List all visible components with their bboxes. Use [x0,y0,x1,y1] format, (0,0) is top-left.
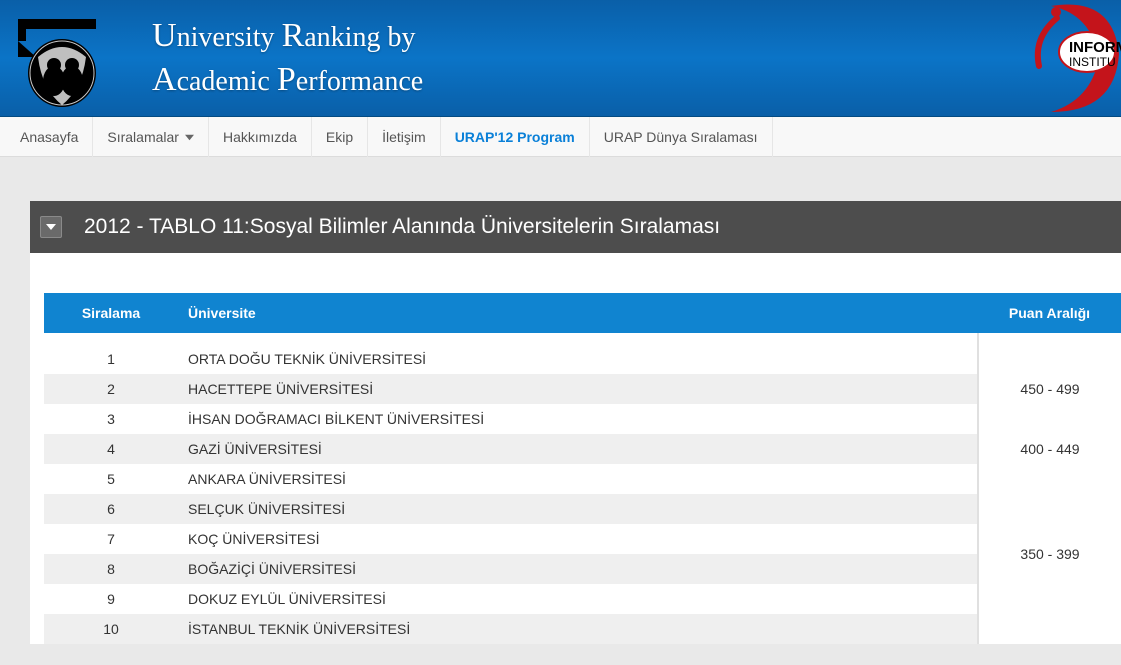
nav-item-label: İletişim [382,129,426,145]
nav-item-6[interactable]: URAP Dünya Sıralaması [590,117,773,157]
cell-rank: 5 [44,464,178,494]
cell-rank: 1 [44,333,178,374]
cell-rank: 6 [44,494,178,524]
cell-university: HACETTEPE ÜNİVERSİTESİ [178,374,978,404]
cell-university: ORTA DOĞU TEKNİK ÜNİVERSİTESİ [178,333,978,374]
cell-university: GAZİ ÜNİVERSİTESİ [178,434,978,464]
site-logo-icon [18,19,96,97]
nav-item-0[interactable]: Anasayfa [6,117,93,157]
cell-rank: 10 [44,614,178,644]
nav-item-5[interactable]: URAP'12 Program [441,117,590,157]
col-header-rank: Siralama [44,293,178,333]
cell-score-range: 350 - 399 [978,464,1121,644]
nav-item-3[interactable]: Ekip [312,117,368,157]
nav-item-label: URAP'12 Program [455,129,575,145]
ranking-table: Siralama Üniversite Puan Aralığı 1ORTA D… [44,293,1121,644]
panel-title-text: 2012 - TABLO 11:Sosyal Bilimler Alanında… [84,215,720,239]
cell-university: İHSAN DOĞRAMACI BİLKENT ÜNİVERSİTESİ [178,404,978,434]
nav-item-4[interactable]: İletişim [368,117,441,157]
table-row: 7KOÇ ÜNİVERSİTESİ [44,524,1121,554]
table-row: 3İHSAN DOĞRAMACI BİLKENT ÜNİVERSİTESİ [44,404,1121,434]
cell-university: DOKUZ EYLÜL ÜNİVERSİTESİ [178,584,978,614]
nav-item-label: Anasayfa [20,129,78,145]
chevron-down-icon [185,129,194,145]
table-row: 8BOĞAZİÇİ ÜNİVERSİTESİ [44,554,1121,584]
site-title: University Ranking by Academic Performan… [152,14,423,102]
col-header-range: Puan Aralığı [978,293,1121,333]
page-header: University Ranking by Academic Performan… [0,0,1121,117]
nav-item-1[interactable]: Sıralamalar [93,117,209,157]
inform-logo-icon: INFORM INSTITU [1021,0,1121,117]
col-header-university: Üniversite [178,293,978,333]
panel-header: 2012 - TABLO 11:Sosyal Bilimler Alanında… [30,201,1121,253]
panel-dropdown-button[interactable] [40,216,62,238]
main-nav: Anasayfa Sıralamalar Hakkımızda Ekip İletişi… [0,117,1121,157]
table-row: 5ANKARA ÜNİVERSİTESİ350 - 399 [44,464,1121,494]
cell-rank: 4 [44,434,178,464]
cell-university: İSTANBUL TEKNİK ÜNİVERSİTESİ [178,614,978,644]
nav-item-label: Sıralamalar [107,129,179,145]
table-row: 2HACETTEPE ÜNİVERSİTESİ [44,374,1121,404]
nav-item-label: Hakkımızda [223,129,297,145]
nav-item-2[interactable]: Hakkımızda [209,117,312,157]
table-row: 9DOKUZ EYLÜL ÜNİVERSİTESİ [44,584,1121,614]
cell-university: ANKARA ÜNİVERSİTESİ [178,464,978,494]
cell-rank: 8 [44,554,178,584]
chevron-down-icon [46,222,56,232]
cell-rank: 2 [44,374,178,404]
cell-rank: 9 [44,584,178,614]
table-row: 4GAZİ ÜNİVERSİTESİ400 - 449 [44,434,1121,464]
table-row: 1ORTA DOĞU TEKNİK ÜNİVERSİTESİ450 - 499 [44,333,1121,374]
cell-score-range: 450 - 499 [978,333,1121,434]
cell-university: KOÇ ÜNİVERSİTESİ [178,524,978,554]
panel-body: Siralama Üniversite Puan Aralığı 1ORTA D… [30,253,1121,644]
cell-university: SELÇUK ÜNİVERSİTESİ [178,494,978,524]
logo-box: University Ranking by Academic Performan… [12,14,423,102]
site-title-line1: University Ranking by [152,14,423,58]
table-row: 6SELÇUK ÜNİVERSİTESİ [44,494,1121,524]
content-area: 2012 - TABLO 11:Sosyal Bilimler Alanında… [0,157,1121,665]
inform-text-top: INFORM [1069,39,1121,56]
cell-university: BOĞAZİÇİ ÜNİVERSİTESİ [178,554,978,584]
cell-rank: 3 [44,404,178,434]
site-title-line2: Academic Performance [152,58,423,102]
nav-item-label: URAP Dünya Sıralaması [604,129,758,145]
nav-item-label: Ekip [326,129,353,145]
cell-rank: 7 [44,524,178,554]
table-row: 10İSTANBUL TEKNİK ÜNİVERSİTESİ [44,614,1121,644]
inform-text-bottom: INSTITU [1069,55,1116,69]
cell-score-range: 400 - 449 [978,434,1121,464]
